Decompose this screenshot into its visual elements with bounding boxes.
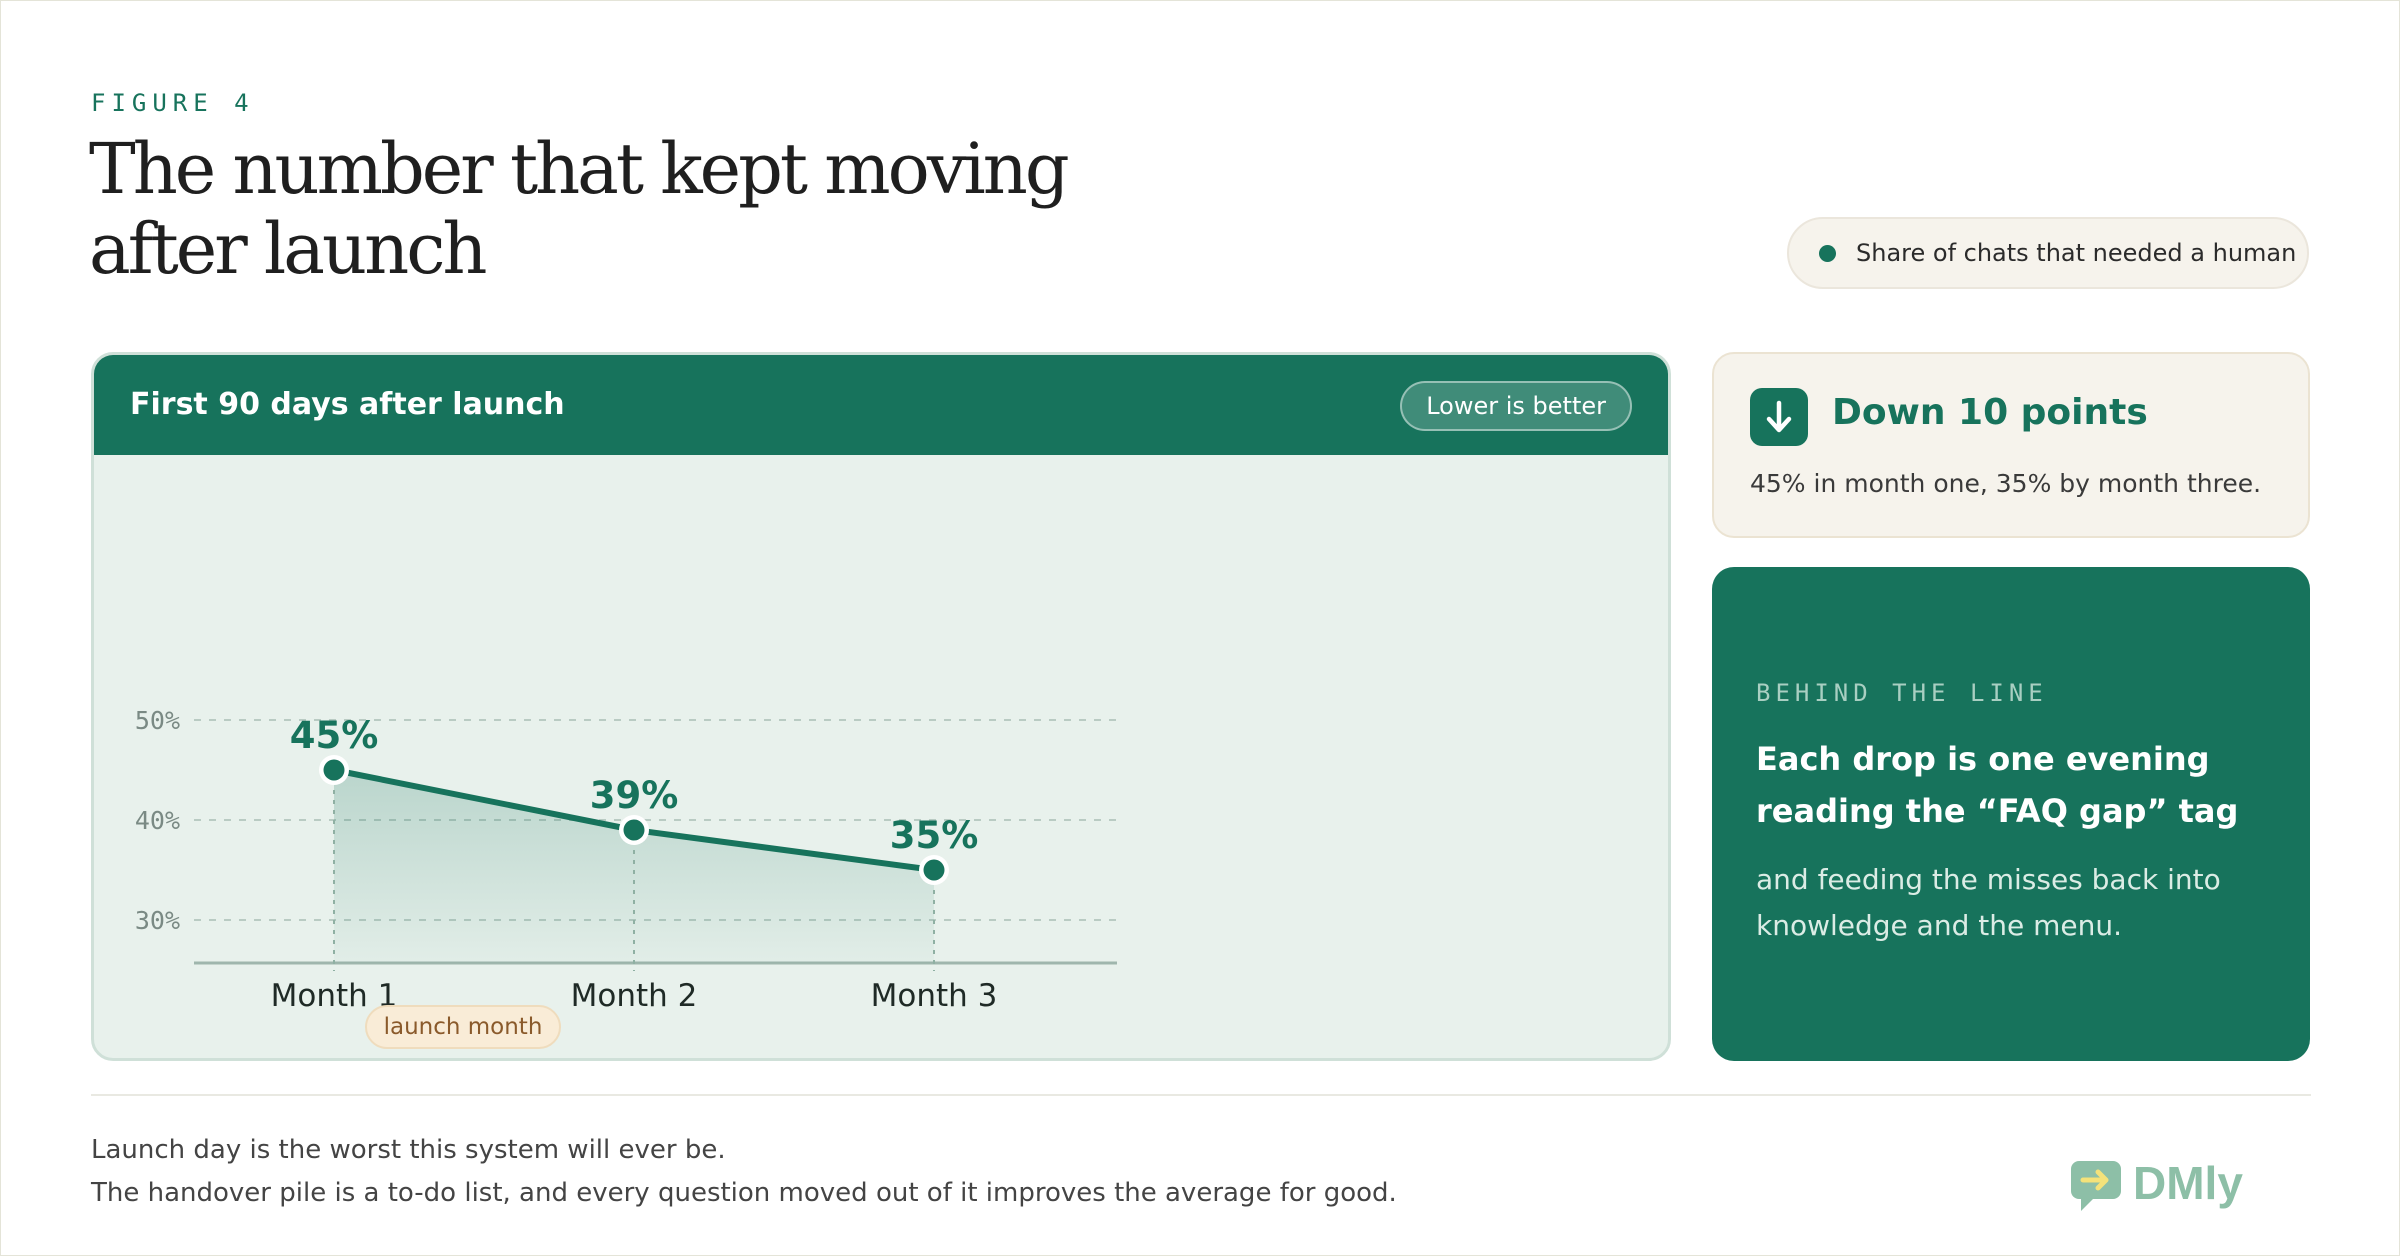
- page-title: The number that kept moving after launch: [89, 129, 1189, 289]
- chart-header: First 90 days after launch Lower is bett…: [94, 355, 1668, 455]
- y-tick-label: 50%: [135, 706, 180, 735]
- line-chart: 30%40%50% 45%39%35%Month 1 Month 2 Month 3: [135, 706, 1117, 1014]
- title-line-1: The number that kept moving: [89, 128, 1070, 210]
- y-tick-label: 30%: [135, 906, 180, 935]
- data-point: [623, 819, 645, 841]
- footer-line-1: Launch day is the worst this system will…: [91, 1135, 726, 1165]
- data-label: 39%: [590, 774, 679, 817]
- data-point: [923, 859, 945, 881]
- stat-subtext: 45% in month one, 35% by month three.: [1750, 469, 2262, 498]
- x-tick-label: Month 2: [571, 978, 698, 1014]
- data-label: 45%: [290, 714, 379, 757]
- data-point: [323, 759, 345, 781]
- stat-headline: Down 10 points: [1832, 392, 2148, 433]
- data-label: 35%: [890, 814, 979, 857]
- area-fill: [334, 770, 934, 963]
- legend: Share of chats that needed a human: [1787, 217, 2309, 289]
- footer-divider: [91, 1094, 2311, 1096]
- launch-month-annotation: launch month: [365, 1005, 561, 1049]
- arrow-down-icon: [1750, 388, 1808, 446]
- dmly-logo: DMly: [2067, 1153, 2267, 1221]
- footer-line-2: The handover pile is a to-do list, and e…: [91, 1178, 1397, 1208]
- note-eyebrow: BEHIND THE LINE: [1756, 679, 2048, 707]
- logo-text: DMly: [2133, 1157, 2243, 1209]
- lower-is-better-badge: Lower is better: [1400, 381, 1632, 431]
- figure-label: FIGURE 4: [91, 89, 255, 117]
- note-title: Each drop is one evening reading the “FA…: [1756, 740, 2239, 830]
- y-tick-label: 40%: [135, 806, 180, 835]
- chart-card: First 90 days after launch Lower is bett…: [91, 352, 1671, 1061]
- legend-label: Share of chats that needed a human: [1856, 239, 2297, 267]
- note-card: BEHIND THE LINE Each drop is one evening…: [1712, 567, 2310, 1061]
- legend-swatch: [1819, 244, 1836, 262]
- chart-header-title: First 90 days after launch: [130, 387, 565, 422]
- stat-card: Down 10 points 45% in month one, 35% by …: [1712, 352, 2310, 538]
- title-line-2: after launch: [89, 208, 487, 290]
- chat-bubble-arrow-icon: [2071, 1161, 2121, 1211]
- x-tick-label: Month 3: [871, 978, 998, 1014]
- note-body: and feeding the misses back into knowled…: [1756, 863, 2221, 942]
